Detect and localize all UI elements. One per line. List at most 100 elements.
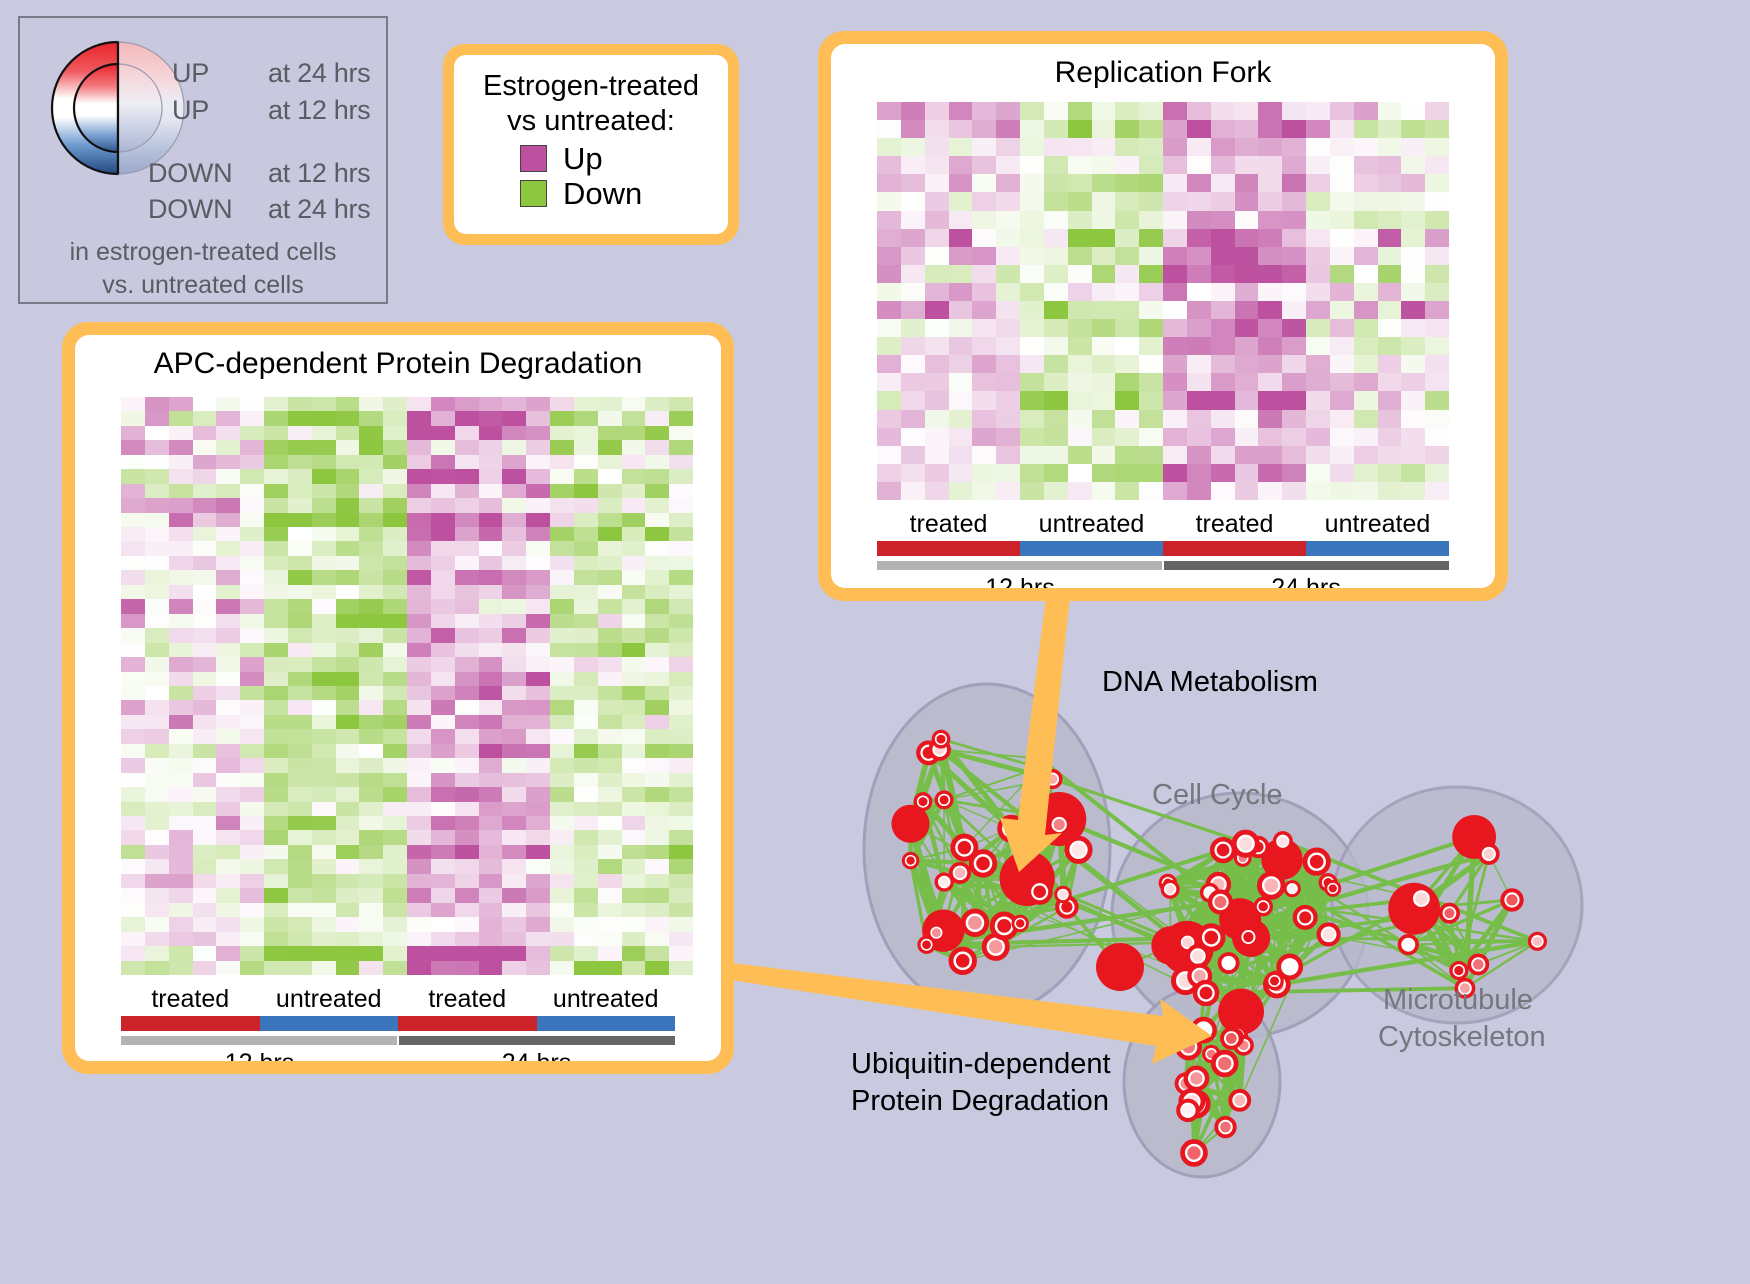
heatmap-cell: [312, 599, 336, 613]
heatmap-cell: [550, 599, 574, 613]
network-node[interactable]: [1274, 833, 1291, 850]
network-node[interactable]: [1469, 955, 1487, 973]
heatmap-cell: [996, 102, 1020, 120]
network-node[interactable]: [1295, 907, 1316, 928]
heatmap-cell: [901, 482, 925, 500]
network-node[interactable]: [1195, 982, 1217, 1004]
network-node[interactable]: [971, 852, 995, 876]
network-node[interactable]: [1013, 916, 1027, 930]
network-node[interactable]: [1502, 890, 1521, 909]
network-node[interactable]: [1529, 933, 1545, 949]
network-node[interactable]: [1240, 928, 1258, 946]
network-node[interactable]: [1000, 817, 1023, 840]
heatmap-cell: [526, 802, 550, 816]
network-node[interactable]: [1029, 748, 1050, 769]
heatmap-cell: [574, 917, 598, 931]
network-node[interactable]: [1186, 1068, 1207, 1089]
network-node[interactable]: [1050, 815, 1069, 834]
heatmap-cell: [550, 917, 574, 931]
heatmap-cell: [1354, 355, 1378, 373]
network-node[interactable]: [903, 853, 917, 867]
network-node[interactable]: [1183, 1141, 1206, 1164]
heatmap-cell: [1425, 301, 1449, 319]
heatmap-cell: [1425, 247, 1449, 265]
network-node[interactable]: [1305, 850, 1328, 873]
network-node[interactable]: [1326, 881, 1340, 895]
heatmap-cell: [193, 484, 217, 498]
network-node[interactable]: [963, 911, 987, 935]
network-node[interactable]: [1162, 881, 1178, 897]
network-node[interactable]: [1199, 926, 1223, 950]
network-node[interactable]: [1210, 892, 1231, 913]
network-node[interactable]: [1255, 898, 1271, 914]
network-node[interactable]: [933, 731, 948, 746]
heatmap-cell: [1425, 482, 1449, 500]
heatmap-cell: [359, 903, 383, 917]
network-node[interactable]: [1178, 1101, 1197, 1120]
heatmap-cell: [216, 599, 240, 613]
heatmap-cell: [574, 614, 598, 628]
heatmap-cell: [479, 614, 503, 628]
treatment-bar-rf: [877, 541, 1449, 556]
heatmap-cell: [1092, 229, 1116, 247]
network-node[interactable]: [915, 794, 931, 810]
network-node[interactable]: [1222, 1029, 1241, 1048]
heatmap-cell: [479, 672, 503, 686]
heatmap-cell: [193, 541, 217, 555]
network-node[interactable]: [1319, 924, 1339, 944]
network-node[interactable]: [1259, 874, 1283, 898]
heatmap-cell: [240, 672, 264, 686]
network-node[interactable]: [1213, 1052, 1236, 1075]
heatmap-cell: [288, 498, 312, 512]
network-node[interactable]: [1267, 973, 1282, 988]
heatmap-cell: [455, 541, 479, 555]
heatmap-cell: [216, 513, 240, 527]
network-node[interactable]: [1216, 1118, 1234, 1136]
heatmap-cell: [949, 355, 973, 373]
network-node[interactable]: [1441, 904, 1458, 921]
network-node[interactable]: [951, 864, 969, 882]
heatmap-cell: [669, 961, 693, 975]
network-node[interactable]: [1029, 881, 1051, 903]
network-node[interactable]: [1056, 887, 1070, 901]
network-node[interactable]: [929, 925, 944, 940]
heatmap-cell: [288, 700, 312, 714]
network-node[interactable]: [1177, 1036, 1199, 1058]
network-node[interactable]: [1234, 832, 1257, 855]
network-node[interactable]: [1279, 956, 1301, 978]
heatmap-cell: [240, 628, 264, 642]
network-node[interactable]: [936, 874, 952, 890]
heatmap-cell: [1306, 174, 1330, 192]
network-node[interactable]: [1400, 936, 1418, 954]
heatmap-cell: [1306, 446, 1330, 464]
heatmap-cell: [1306, 482, 1330, 500]
network-node[interactable]: [1067, 838, 1090, 861]
heatmap-cell: [1425, 120, 1449, 138]
heatmap-cell: [526, 672, 550, 686]
heatmap-cell: [216, 845, 240, 859]
heatmap-cell: [1306, 337, 1330, 355]
network-node[interactable]: [1220, 954, 1238, 972]
heatmap-cell: [216, 903, 240, 917]
color-key-footer: in estrogen-treated cells vs. untreated …: [20, 236, 386, 302]
heatmap-cell: [622, 744, 646, 758]
network-node[interactable]: [951, 949, 974, 972]
heatmap-cell: [145, 816, 169, 830]
heatmap-cell: [1068, 391, 1092, 409]
network-node[interactable]: [1411, 888, 1432, 909]
network-node[interactable]: [1096, 943, 1144, 991]
heatmap-cell: [169, 455, 193, 469]
heatmap-cell: [455, 744, 479, 758]
heatmap-cell: [925, 373, 949, 391]
heatmap-cell: [972, 373, 996, 391]
heatmap-cell: [925, 247, 949, 265]
network-node[interactable]: [1451, 963, 1467, 979]
network-node[interactable]: [1212, 839, 1234, 861]
network-node[interactable]: [1480, 845, 1498, 863]
heatmap-cell: [1115, 229, 1139, 247]
time-bar-apc: [121, 1036, 675, 1045]
network-node[interactable]: [1285, 882, 1299, 896]
network-node[interactable]: [1230, 1091, 1249, 1110]
network-node[interactable]: [936, 792, 952, 808]
